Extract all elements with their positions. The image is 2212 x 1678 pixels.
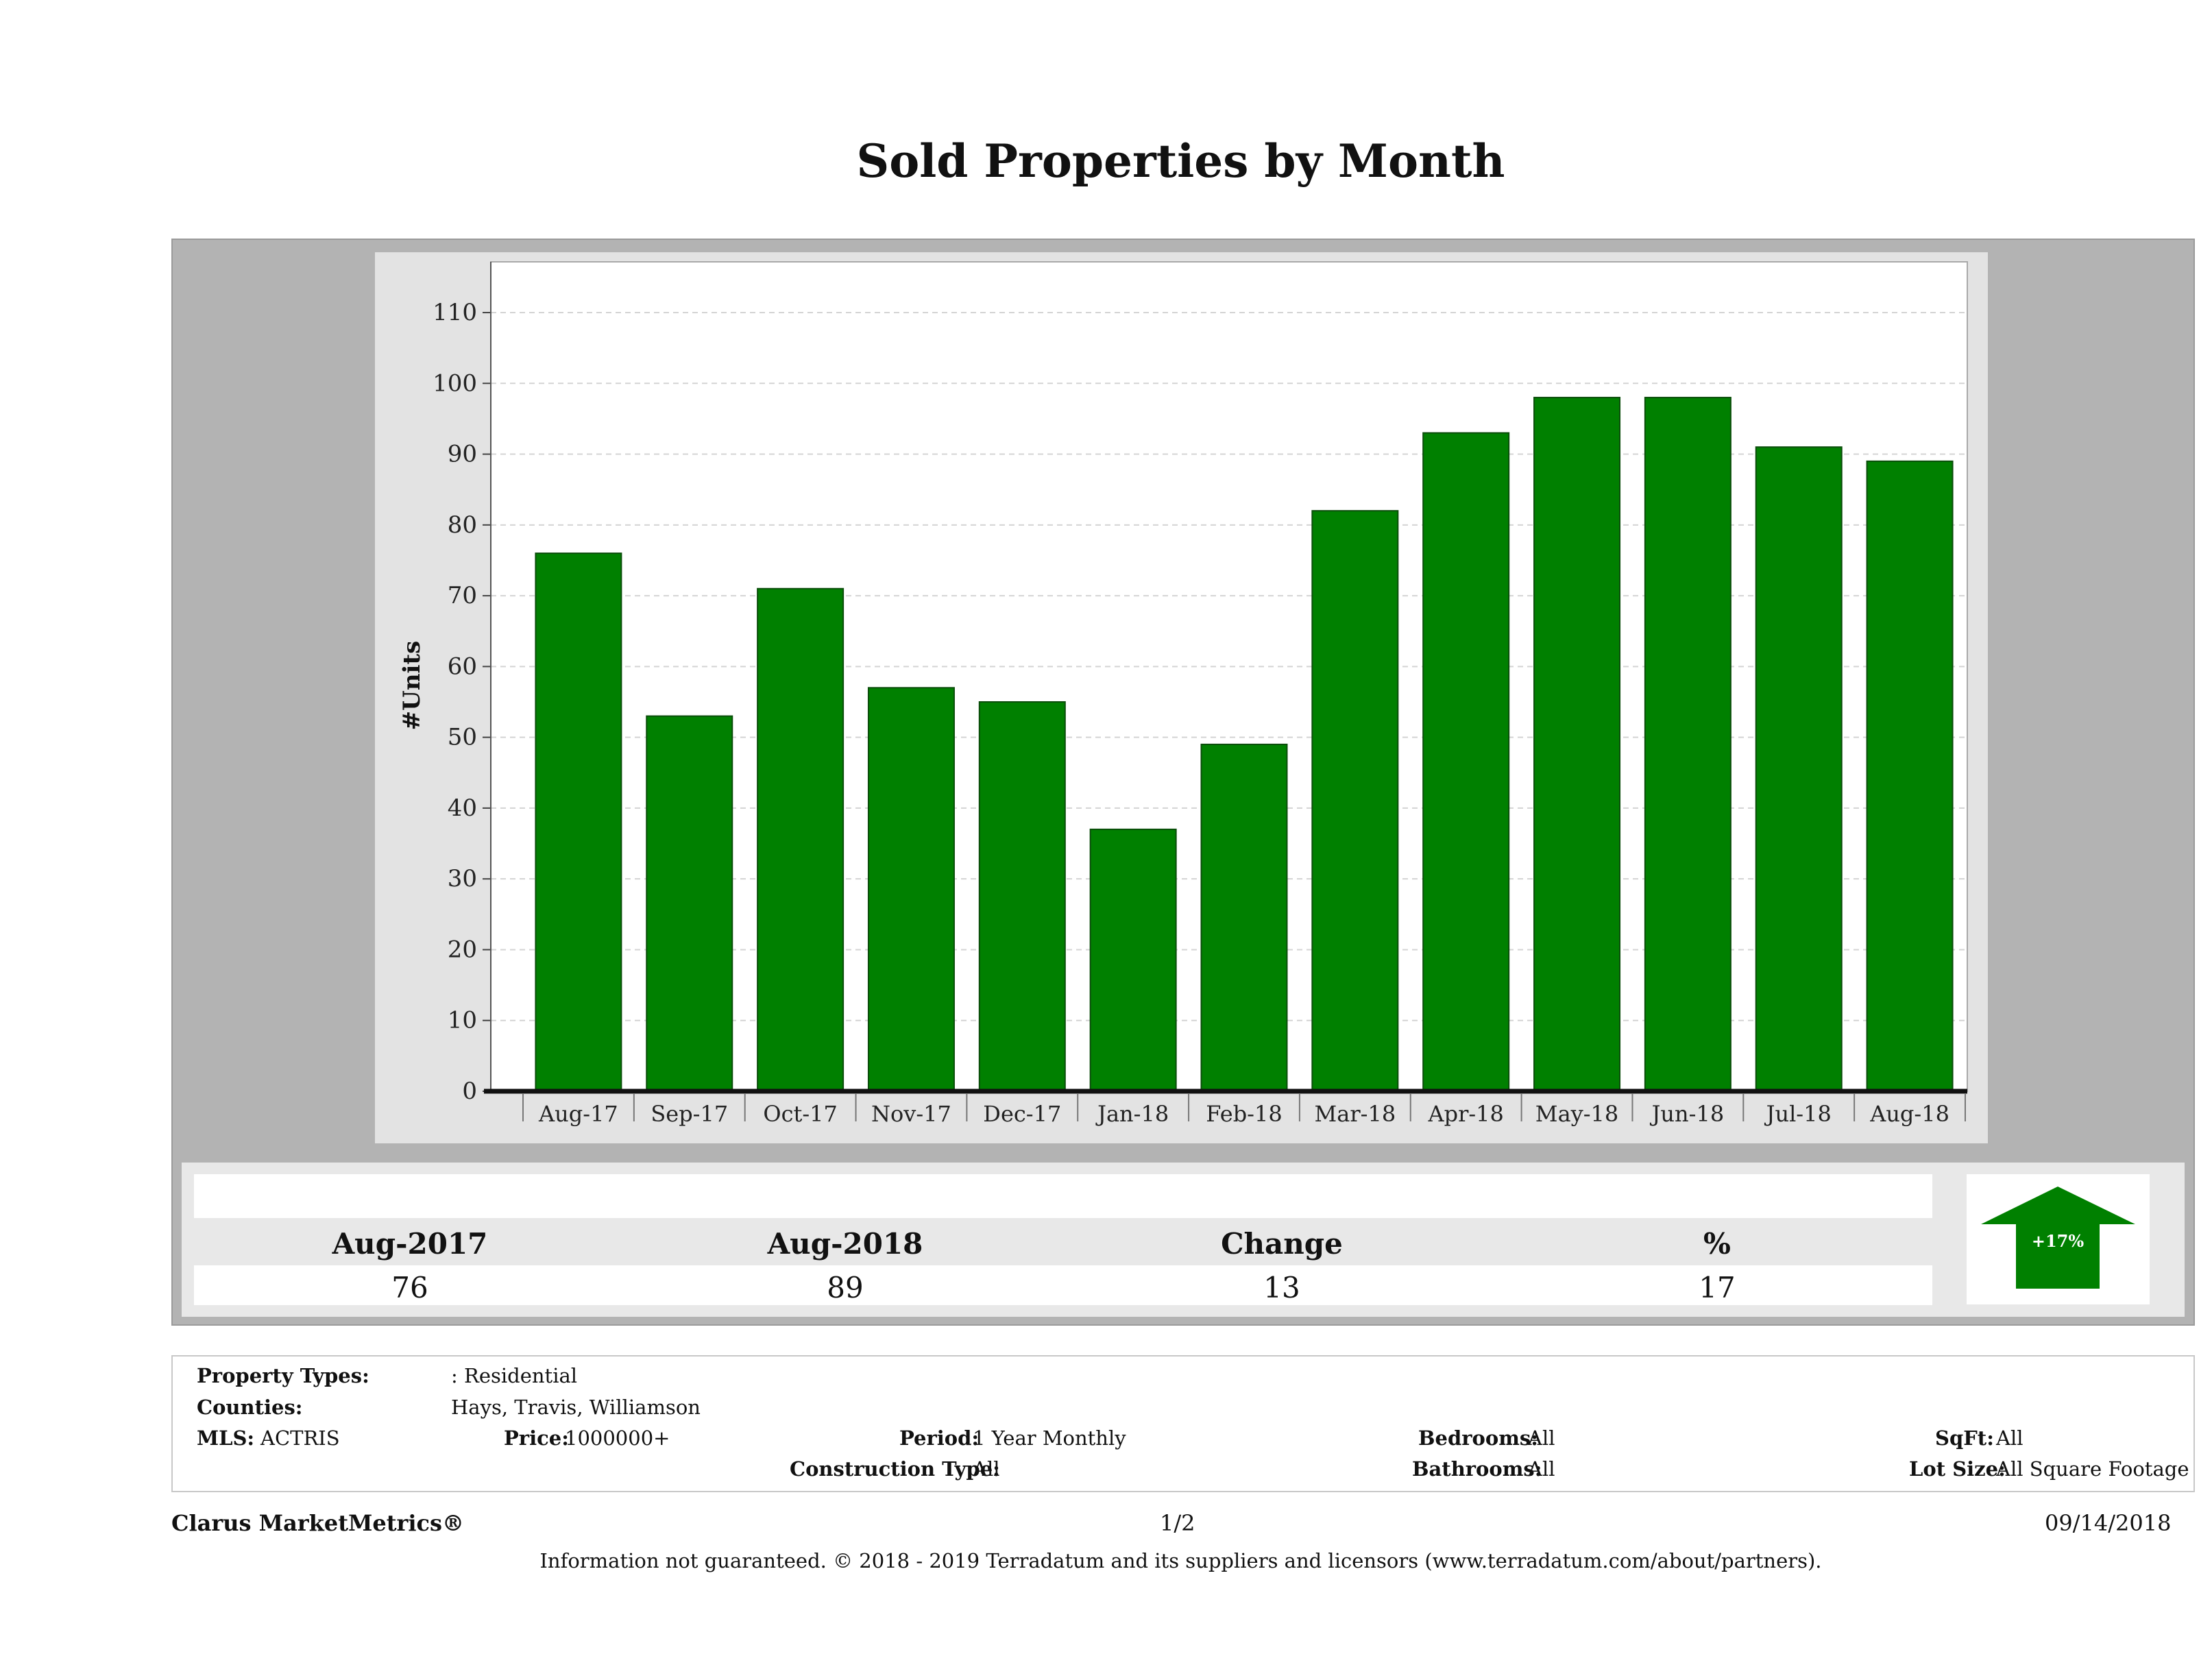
x-tick-label: Jul-18 (1764, 1101, 1832, 1127)
bathrooms-label: Bathrooms: (1412, 1457, 1542, 1481)
up-arrow-icon: +17% (1981, 1187, 2135, 1289)
lot-size-label: Lot Size: (1909, 1457, 2006, 1481)
x-tick-label: Nov-17 (871, 1101, 951, 1127)
sqft-label: SqFt: (1935, 1426, 1994, 1450)
y-tick-label: 90 (448, 441, 477, 468)
change-badge: +17% (2032, 1231, 2085, 1251)
summary-value-row (194, 1265, 1932, 1305)
bar (1866, 460, 1954, 1092)
bar (646, 715, 733, 1092)
x-tick-label: Apr-18 (1427, 1101, 1503, 1127)
x-tick-label: Feb-18 (1206, 1101, 1282, 1127)
lot-size-value: All Square Footage (1996, 1457, 2189, 1481)
bar (1200, 743, 1288, 1092)
y-tick-label: 110 (433, 299, 477, 326)
summary-percent-label: % (1703, 1227, 1731, 1261)
property-types-value: : Residential (451, 1364, 578, 1387)
y-tick-label: 60 (448, 653, 477, 680)
mls-value: ACTRIS (260, 1426, 340, 1450)
brand-name: Clarus MarketMetrics® (171, 1510, 465, 1536)
property-types-label: Property Types: (197, 1364, 369, 1387)
y-tick-label: 10 (448, 1007, 477, 1034)
counties-value: Hays, Travis, Williamson (451, 1396, 701, 1419)
x-tick-label: Mar-18 (1315, 1101, 1396, 1127)
x-tick-label: Aug-18 (1869, 1101, 1949, 1127)
y-tick-label: 40 (448, 794, 477, 822)
x-tick-label: Sep-17 (651, 1101, 728, 1127)
summary-col2-label: Aug-2018 (767, 1227, 923, 1261)
y-tick-label: 70 (448, 582, 477, 609)
y-tick-label: 30 (448, 865, 477, 892)
bedrooms-label: Bedrooms: (1418, 1426, 1538, 1450)
summary-col1-value: 76 (391, 1271, 428, 1304)
summary-change-label: Change (1221, 1227, 1343, 1261)
y-tick-label: 20 (448, 936, 477, 963)
counties-label: Counties: (197, 1396, 303, 1419)
page-number: 1/2 (1160, 1510, 1195, 1536)
bar (757, 587, 844, 1092)
x-tick-label: Jun-18 (1650, 1101, 1725, 1127)
bar (1311, 510, 1399, 1092)
construction-type-value: All (973, 1457, 1000, 1481)
price-label: Price: (504, 1426, 569, 1450)
bathrooms-value: All (1528, 1457, 1555, 1481)
disclaimer: Information not guaranteed. © 2018 - 201… (539, 1549, 1822, 1572)
summary-change-value: 13 (1263, 1271, 1300, 1304)
sqft-value: All (1996, 1426, 2023, 1450)
summary-col1-label: Aug-2017 (332, 1227, 488, 1261)
report-date: 09/14/2018 (2045, 1510, 2172, 1536)
criteria-box (171, 1355, 2195, 1492)
period-label: Period: (899, 1426, 980, 1450)
bar (1533, 396, 1621, 1092)
y-tick-label: 80 (448, 511, 477, 539)
y-axis-label: #Units (398, 641, 426, 731)
x-tick-label: Jan-18 (1095, 1101, 1169, 1127)
summary-blank-row (194, 1174, 1932, 1218)
bar (535, 552, 622, 1092)
summary-percent-value: 17 (1699, 1271, 1736, 1304)
bar (1755, 446, 1843, 1092)
bar (1644, 396, 1731, 1092)
mls-label: MLS: (197, 1426, 255, 1450)
y-tick-label: 100 (433, 369, 477, 397)
bedrooms-value: All (1528, 1426, 1555, 1450)
x-tick-label: Aug-17 (538, 1101, 618, 1127)
change-indicator: +17% (1967, 1174, 2150, 1304)
x-tick-label: Dec-17 (983, 1101, 1061, 1127)
bar (867, 687, 955, 1092)
y-tick-label: 50 (448, 724, 477, 751)
y-tick-label: 0 (462, 1078, 477, 1105)
bar (978, 701, 1066, 1092)
bar (1422, 432, 1510, 1092)
price-value: 1000000+ (565, 1426, 670, 1450)
summary-col2-value: 89 (827, 1271, 864, 1304)
bar (1089, 828, 1177, 1092)
construction-type-label: Construction Type: (790, 1457, 1000, 1481)
x-tick-label: Oct-17 (763, 1101, 838, 1127)
x-tick-label: May-18 (1535, 1101, 1618, 1127)
page-title: Sold Properties by Month (856, 134, 1505, 188)
period-value: 1 Year Monthly (973, 1426, 1126, 1450)
